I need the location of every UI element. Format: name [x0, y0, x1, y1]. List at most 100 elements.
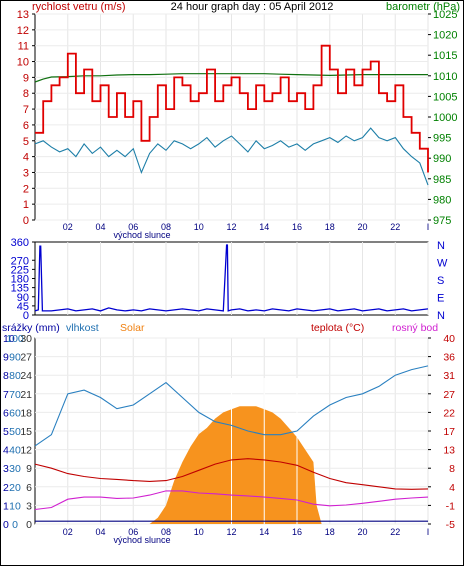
rain-tick-label: 9: [3, 352, 9, 364]
wind-series: [34, 44, 429, 186]
wind-tick-label: 11: [18, 41, 29, 53]
barometer-tick-label: 1015: [433, 50, 457, 62]
barometer-tick-label: 990: [433, 153, 451, 165]
direction-tick-label: 270: [11, 255, 29, 267]
combined-left-axes: 0123456789100102030405060708090100036912…: [3, 333, 32, 531]
wind-x-tick-label: 16: [292, 222, 302, 232]
combined-x-tick-label: 16: [292, 527, 302, 537]
wind-average-line: [34, 127, 429, 186]
combined-x-tick-label: 08: [161, 527, 171, 537]
direction-tick-label: 0: [23, 310, 29, 322]
humidity-tick-label: 20: [9, 482, 21, 494]
humidity-tick-label: 50: [9, 426, 21, 438]
combined-x-tick-label: 18: [325, 527, 335, 537]
solar-tick-label: 0: [26, 519, 32, 531]
temperature-tick-label: 13: [443, 445, 455, 457]
solar-tick-label: 12: [20, 445, 32, 457]
wind-tick-label: 0: [23, 215, 29, 227]
compass-tick-label: N: [437, 240, 445, 252]
humidity-tick-label: 100: [6, 333, 24, 345]
barometer-tick-label: 1020: [433, 30, 457, 42]
wind-tick-label: 1: [23, 199, 29, 211]
chart-title: 24 hour graph day : 05 April 2012: [171, 1, 334, 13]
temperature-tick-label: 22: [443, 407, 455, 419]
wind-tick-label: 10: [17, 57, 29, 69]
combined-x-tick-label: 12: [226, 527, 236, 537]
temperature-right-axis: -5 -1 4 8 13 17 22 27 31 36 40: [428, 333, 455, 531]
rain-tick-label: 5: [3, 426, 9, 438]
direction-tick-label: 90: [17, 292, 29, 304]
solar-tick-label: 21: [20, 389, 32, 401]
compass-tick-label: S: [437, 275, 444, 287]
wind-tick-label: 4: [23, 152, 29, 164]
temperature-axis-label: teplota (°C): [311, 322, 364, 334]
rain-tick-label: 8: [3, 370, 9, 382]
sunrise-label: východ slunce: [113, 230, 170, 240]
wind-tick-label: 6: [23, 120, 29, 132]
solar-tick-label: 24: [20, 370, 32, 382]
compass-tick-label: N: [437, 310, 445, 322]
wind-tick-label: 12: [17, 25, 29, 37]
wind-tick-label: 2: [23, 183, 29, 195]
combined-x-tick-label: I: [427, 527, 430, 537]
solar-tick-label: 18: [20, 407, 32, 419]
rain-tick-label: 4: [3, 445, 9, 457]
barometer-tick-label: 1010: [433, 71, 457, 83]
combined-series: [34, 365, 429, 524]
temperature-tick-label: 31: [443, 370, 455, 382]
rain-tick-label: 10: [3, 333, 15, 345]
solar-axis-label: Solar: [120, 322, 145, 334]
temperature-tick-label: 17: [443, 426, 455, 438]
humidity-tick-label: 60: [9, 407, 21, 419]
humidity-tick-label: 40: [9, 445, 21, 457]
rain-tick-label: 3: [3, 463, 9, 475]
solar-tick-label: 27: [20, 352, 32, 364]
combined-x-tick-label: 22: [390, 527, 400, 537]
rain-tick-label: 6: [3, 407, 9, 419]
barometer-tick-label: 995: [433, 133, 451, 145]
rain-tick-label: 7: [3, 389, 9, 401]
wind-x-tick-label: 02: [63, 222, 73, 232]
compass-tick-label: E: [437, 293, 444, 305]
temperature-tick-label: 27: [443, 389, 455, 401]
wind-x-tick-label: 10: [194, 222, 204, 232]
wind-x-tick-label: 12: [226, 222, 236, 232]
humidity-tick-label: 70: [9, 389, 21, 401]
wind-direction-line: [34, 244, 429, 312]
wind-pressure-chart: rychlost vetru (m/s) 24 hour graph day :…: [17, 1, 460, 240]
humidity-tick-label: 30: [9, 463, 21, 475]
wind-x-axis: 02 04 06 08 10 12 14 16 18 20 22 I: [63, 222, 430, 232]
wind-gust-line: [35, 44, 429, 173]
weather-combined-chart: srážky (mm) vlhkost Solar teplota (°C) r…: [2, 322, 455, 545]
wind-x-tick-label: I: [427, 222, 430, 232]
direction-tick-label: 45: [17, 301, 29, 313]
barometer-right-axis: 975 980 985 990 995 1000 1005 1010 1015 1020 1025: [428, 9, 457, 227]
combined-x-tick-label: 06: [128, 527, 138, 537]
wind-x-tick-label: 08: [161, 222, 171, 232]
humidity-line: [34, 365, 429, 447]
humidity-axis-label: vlhkost: [66, 322, 99, 334]
temperature-tick-label: -5: [446, 519, 455, 531]
wind-x-tick-label: 06: [128, 222, 138, 232]
direction-grid: [67, 242, 429, 315]
temperature-tick-label: 8: [449, 463, 455, 475]
rain-axis-label: srážky (mm): [2, 322, 60, 334]
rain-tick-label: 1: [3, 500, 9, 512]
direction-tick-label: 135: [11, 283, 29, 295]
barometer-axis-label: barometr (hPa): [386, 1, 460, 13]
compass-tick-label: W: [437, 258, 448, 270]
combined-x-axis: 02 04 06 08 10 12 14 16 18 20 22 I: [63, 527, 430, 537]
wind-x-tick-label: 04: [95, 222, 105, 232]
combined-x-tick-label: 10: [194, 527, 204, 537]
wind-x-tick-label: 14: [259, 222, 269, 232]
humidity-tick-label: 10: [9, 500, 21, 512]
combined-x-tick-label: 14: [259, 527, 269, 537]
temperature-tick-label: 36: [443, 352, 455, 364]
wind-x-tick-label: 18: [325, 222, 335, 232]
combined-x-tick-label: 02: [63, 527, 73, 537]
temperature-tick-label: 4: [449, 482, 455, 494]
wind-x-tick-label: 22: [390, 222, 400, 232]
wind-x-tick-label: 20: [357, 222, 367, 232]
